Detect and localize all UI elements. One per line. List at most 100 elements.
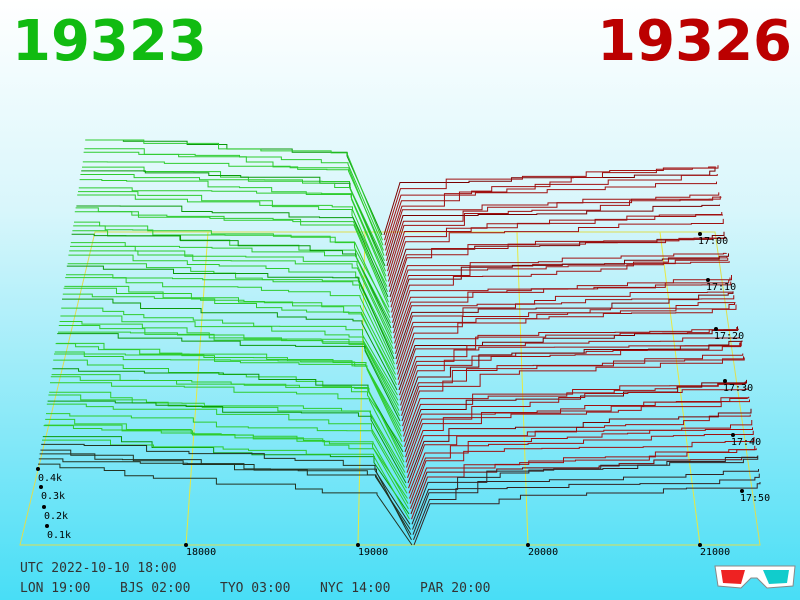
ask-depth-line [393, 261, 730, 334]
axis-dot [184, 543, 188, 547]
ask-depth-line [411, 448, 757, 520]
ask-depth-line [388, 214, 723, 287]
bid-depth-line [71, 233, 392, 329]
bid-depth-line [47, 400, 407, 484]
utc-time: UTC 2022-10-10 18:00 [20, 561, 177, 576]
world-clock: BJS 02:00 [120, 581, 190, 596]
3d-glasses-icon [714, 565, 796, 589]
axis-dot [698, 232, 702, 236]
bid-depth-line [78, 191, 388, 287]
depth-axis-label: 0.4k [38, 473, 62, 484]
bid-depth-line [81, 170, 386, 267]
bid-depth-line [46, 403, 407, 489]
ask-depth-line [404, 381, 747, 448]
bid-depth-line [61, 307, 398, 396]
price-axis-label: 19000 [358, 547, 388, 558]
bid-depth-line [68, 254, 394, 349]
world-clock: PAR 20:00 [420, 581, 490, 596]
ask-depth-line [409, 430, 754, 499]
bid-depth-line [42, 439, 410, 520]
ask-depth-line [401, 340, 743, 422]
bid-depth-line [78, 187, 387, 282]
bid-depth-line [67, 263, 394, 355]
ask-depth-line [394, 275, 732, 349]
depth-axis-label: 0.3k [41, 491, 65, 502]
bid-depth-line [43, 425, 409, 510]
ask-depth-line [403, 381, 746, 442]
axis-dot [36, 467, 40, 471]
axis-dot [698, 543, 702, 547]
axis-dot [731, 433, 735, 437]
axis-dot [39, 485, 43, 489]
bid-depth-line [50, 376, 405, 463]
time-axis-label: 17:50 [740, 493, 770, 504]
world-clock: TYO 03:00 [220, 581, 290, 596]
ask-depth-line [399, 336, 740, 401]
ask-depth-line [386, 192, 720, 261]
bid-depth-line [70, 245, 393, 339]
bid-price: 19323 [12, 9, 207, 74]
bid-depth-line [79, 179, 387, 277]
bid-depth-line [77, 194, 388, 293]
ask-depth-line [395, 291, 733, 354]
ask-depth-line [408, 419, 753, 489]
depth-axis-label: 0.1k [47, 530, 71, 541]
ask-depth-line [399, 328, 739, 396]
ask-depth-line [400, 342, 741, 411]
axis-dot [714, 327, 718, 331]
bid-depth-line [54, 353, 403, 442]
axis-dot [706, 278, 710, 282]
bid-depth-line [57, 333, 401, 422]
bid-depth-line [65, 277, 396, 370]
bid-depth-line [58, 324, 400, 411]
bid-depth-line [42, 436, 410, 515]
time-axis-label: 17:40 [731, 437, 761, 448]
bid-depth-line [85, 139, 383, 241]
bid-depth-line [38, 463, 413, 546]
price-axis-label: 18000 [186, 547, 216, 558]
bid-depth-line [41, 443, 411, 525]
axis-dot [723, 379, 727, 383]
ask-depth-line [413, 473, 760, 541]
ask-depth-line [410, 445, 756, 510]
bid-depth-line [62, 293, 397, 386]
floor-grid-line [185, 231, 209, 546]
bid-depth-line [83, 151, 384, 251]
ask-depth-line [405, 387, 749, 463]
axis-dot [526, 543, 530, 547]
bid-depth-line [73, 225, 391, 318]
ask-depth-line [389, 218, 724, 292]
ask-depth-line [392, 253, 729, 329]
bid-depth-line [62, 298, 398, 391]
bid-depth-line [80, 174, 386, 272]
ask-depth-line [406, 399, 750, 473]
ask-depth-line [395, 291, 734, 360]
ask-depth-line [413, 482, 761, 546]
ask-depth-line [391, 252, 727, 313]
ask-depth-line [405, 397, 748, 458]
ask-depth-line [387, 196, 721, 272]
world-clock: NYC 14:00 [320, 581, 390, 596]
ask-price: 19326 [597, 9, 792, 74]
ask-depth-line [397, 304, 737, 380]
bid-depth-line [63, 287, 397, 380]
bid-depth-line [58, 331, 400, 417]
ask-depth-line [412, 455, 759, 530]
ask-depth-line [385, 165, 719, 256]
bid-depth-line [50, 382, 405, 468]
bid-depth-line [66, 265, 395, 360]
ask-depth-line [398, 326, 738, 391]
ask-depth-line [386, 204, 720, 267]
axis-dot [42, 505, 46, 509]
time-axis-label: 17:30 [723, 383, 753, 394]
bid-depth-line [38, 458, 412, 541]
ask-depth-line [401, 341, 742, 417]
ask-depth-line [387, 196, 722, 277]
bid-depth-line [74, 211, 390, 308]
bid-depth-line [82, 166, 385, 262]
world-clock: LON 19:00 [20, 581, 90, 596]
ask-depth-line [397, 302, 736, 375]
ask-depth-line [396, 295, 735, 365]
ask-depth-line [390, 236, 726, 303]
